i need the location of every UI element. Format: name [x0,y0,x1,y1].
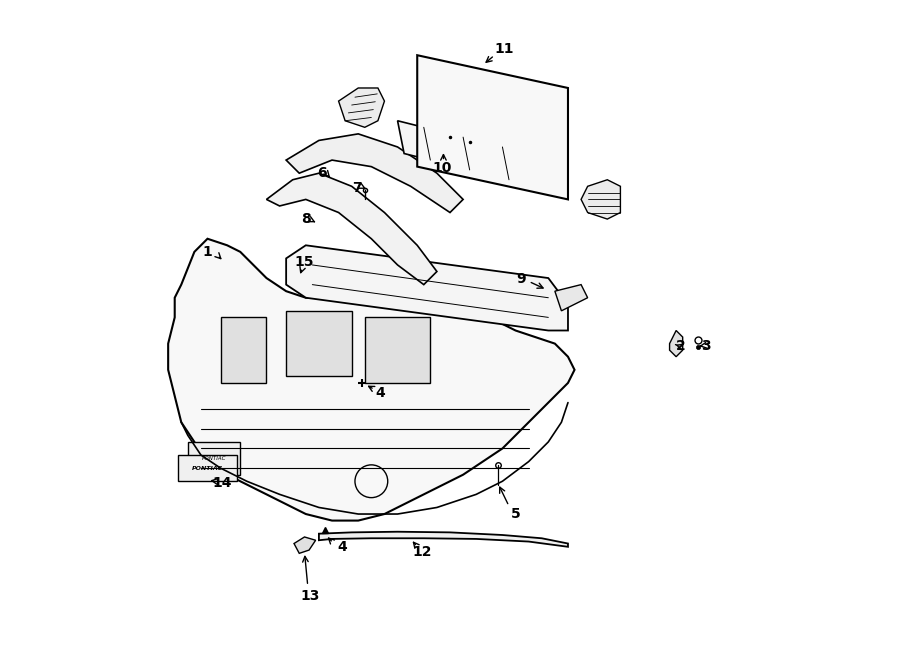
Text: 10: 10 [432,161,452,175]
Polygon shape [178,455,237,481]
Text: 2: 2 [676,338,686,352]
Polygon shape [286,245,568,330]
Polygon shape [220,317,266,383]
Text: 6: 6 [318,166,327,180]
Polygon shape [364,317,430,383]
Text: 7: 7 [352,180,362,194]
Polygon shape [286,311,352,376]
Text: 12: 12 [413,545,432,559]
Text: 3: 3 [701,338,710,352]
Text: PONTIAC: PONTIAC [202,456,226,461]
Text: PONTIAC: PONTIAC [192,465,223,471]
Polygon shape [319,531,568,547]
Text: 1: 1 [202,245,212,259]
Polygon shape [581,180,620,219]
Text: 5: 5 [510,507,520,521]
Polygon shape [266,173,436,285]
Text: 15: 15 [294,254,314,268]
Text: 14: 14 [212,475,232,490]
Text: 4: 4 [375,386,384,400]
Polygon shape [418,56,568,200]
Text: 11: 11 [495,42,514,56]
Text: 8: 8 [301,212,310,226]
Polygon shape [555,285,588,311]
Polygon shape [294,537,316,553]
Text: 13: 13 [301,589,320,603]
Polygon shape [670,330,683,357]
Text: 9: 9 [516,272,526,286]
Polygon shape [338,88,384,128]
Polygon shape [168,239,574,521]
Polygon shape [188,442,240,475]
Text: 4: 4 [337,540,347,554]
Polygon shape [286,134,464,213]
Polygon shape [398,121,536,186]
